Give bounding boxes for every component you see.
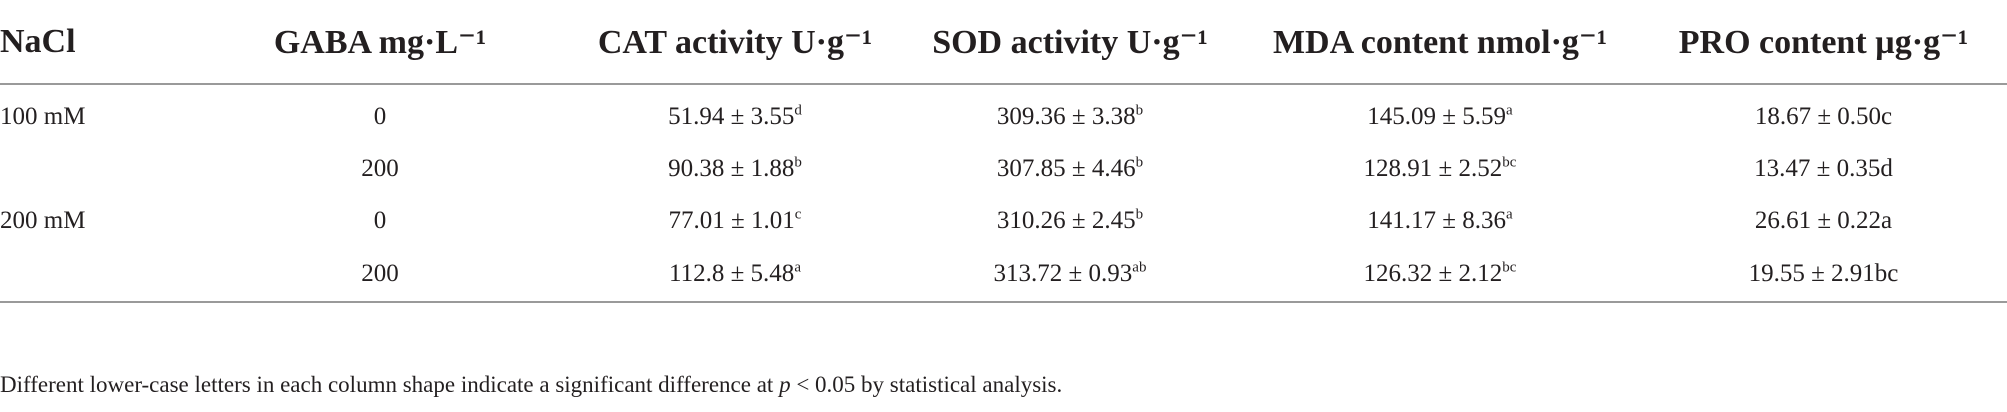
cell-gaba: 200 bbox=[361, 155, 399, 182]
sod-significance: ab bbox=[1132, 259, 1147, 276]
sod-value: 313.72 ± 0.93 bbox=[993, 260, 1133, 287]
cell-mda: 126.32 ± 2.12bc bbox=[1240, 247, 1640, 303]
header-cat-activity: CAT activity U·g⁻¹ bbox=[570, 0, 900, 85]
cell-mda: 141.17 ± 8.36a bbox=[1240, 195, 1640, 247]
cell-pro: 18.67 ± 0.50c bbox=[1640, 84, 2007, 143]
mda-value: 145.09 ± 5.59 bbox=[1367, 103, 1507, 130]
header-mda-content: MDA content nmol·g⁻¹ bbox=[1240, 0, 1640, 85]
footnote-text-end: < 0.05 by statistical analysis. bbox=[790, 372, 1063, 397]
pro-value: 19.55 ± 2.91bc bbox=[1748, 260, 1899, 287]
sod-significance: b bbox=[1135, 206, 1144, 223]
cell-mda: 128.91 ± 2.52bc bbox=[1240, 143, 1640, 195]
cell-pro: 26.61 ± 0.22a bbox=[1640, 195, 2007, 247]
cell-nacl: 100 mM bbox=[0, 103, 86, 130]
header-nacl: NaCl bbox=[0, 0, 190, 85]
mda-significance: bc bbox=[1502, 154, 1517, 171]
mda-value: 141.17 ± 8.36 bbox=[1367, 207, 1507, 234]
table-row: 200 112.8 ± 5.48a 313.72 ± 0.93ab 126.32… bbox=[0, 247, 2007, 303]
cat-value: 51.94 ± 3.55 bbox=[668, 103, 795, 130]
cat-value: 112.8 ± 5.48 bbox=[669, 260, 795, 287]
header-pro-content: PRO content µg·g⁻¹ bbox=[1640, 0, 2007, 85]
header-gaba: GABA mg·L⁻¹ bbox=[190, 0, 570, 85]
cell-sod: 310.26 ± 2.45b bbox=[900, 195, 1240, 247]
cell-cat: 112.8 ± 5.48a bbox=[570, 247, 900, 303]
cat-significance: b bbox=[794, 154, 802, 171]
cell-sod: 307.85 ± 4.46b bbox=[900, 143, 1240, 195]
table-row: 200 mM 0 77.01 ± 1.01c 310.26 ± 2.45b 14… bbox=[0, 195, 2007, 247]
mda-value: 126.32 ± 2.12 bbox=[1363, 260, 1503, 287]
results-table-container: NaCl GABA mg·L⁻¹ CAT activity U·g⁻¹ SOD … bbox=[0, 0, 2007, 303]
cell-gaba: 200 bbox=[190, 247, 570, 303]
results-table: NaCl GABA mg·L⁻¹ CAT activity U·g⁻¹ SOD … bbox=[0, 0, 2007, 303]
footnote-text-start: Different lower-case letters in each col… bbox=[0, 372, 780, 397]
cell-sod: 313.72 ± 0.93ab bbox=[900, 247, 1240, 303]
header-sod-activity: SOD activity U·g⁻¹ bbox=[900, 0, 1240, 85]
cell-mda: 145.09 ± 5.59a bbox=[1240, 84, 1640, 143]
pro-value: 18.67 ± 0.50c bbox=[1754, 103, 1893, 130]
sod-value: 310.26 ± 2.45 bbox=[996, 207, 1136, 234]
table-header-row: NaCl GABA mg·L⁻¹ CAT activity U·g⁻¹ SOD … bbox=[0, 0, 2007, 85]
sod-significance: b bbox=[1135, 154, 1144, 171]
pro-value: 26.61 ± 0.22a bbox=[1754, 207, 1893, 234]
cell-nacl: 200 mM bbox=[0, 207, 86, 234]
mda-significance: a bbox=[1506, 102, 1513, 119]
footnote-p-symbol: p bbox=[779, 372, 791, 397]
mda-significance: a bbox=[1506, 206, 1513, 223]
cell-cat: 90.38 ± 1.88b bbox=[570, 143, 900, 195]
cell-pro: 13.47 ± 0.35d bbox=[1640, 143, 2007, 195]
pro-value: 13.47 ± 0.35d bbox=[1754, 155, 1893, 182]
table-row: 100 mM 0 51.94 ± 3.55d 309.36 ± 3.38b 14… bbox=[0, 84, 2007, 143]
cell-nacl bbox=[0, 143, 190, 195]
sod-value: 309.36 ± 3.38 bbox=[996, 103, 1136, 130]
cell-gaba: 0 bbox=[373, 207, 387, 234]
mda-significance: bc bbox=[1502, 259, 1517, 276]
cat-significance: a bbox=[794, 259, 801, 276]
cell-sod: 309.36 ± 3.38b bbox=[900, 84, 1240, 143]
cell-pro: 19.55 ± 2.91bc bbox=[1640, 247, 2007, 303]
cat-significance: d bbox=[794, 102, 802, 119]
cat-value: 77.01 ± 1.01 bbox=[668, 207, 795, 234]
sod-significance: b bbox=[1135, 102, 1144, 119]
cell-gaba: 0 bbox=[373, 103, 387, 130]
cell-cat: 77.01 ± 1.01c bbox=[570, 195, 900, 247]
cell-cat: 51.94 ± 3.55d bbox=[570, 84, 900, 143]
sod-value: 307.85 ± 4.46 bbox=[996, 155, 1136, 182]
table-footnote: Different lower-case letters in each col… bbox=[0, 372, 1062, 398]
table-row: 200 90.38 ± 1.88b 307.85 ± 4.46b 128.91 … bbox=[0, 143, 2007, 195]
cat-significance: c bbox=[794, 206, 802, 223]
cat-value: 90.38 ± 1.88 bbox=[668, 155, 795, 182]
cell-nacl bbox=[0, 247, 190, 303]
mda-value: 128.91 ± 2.52 bbox=[1363, 155, 1503, 182]
